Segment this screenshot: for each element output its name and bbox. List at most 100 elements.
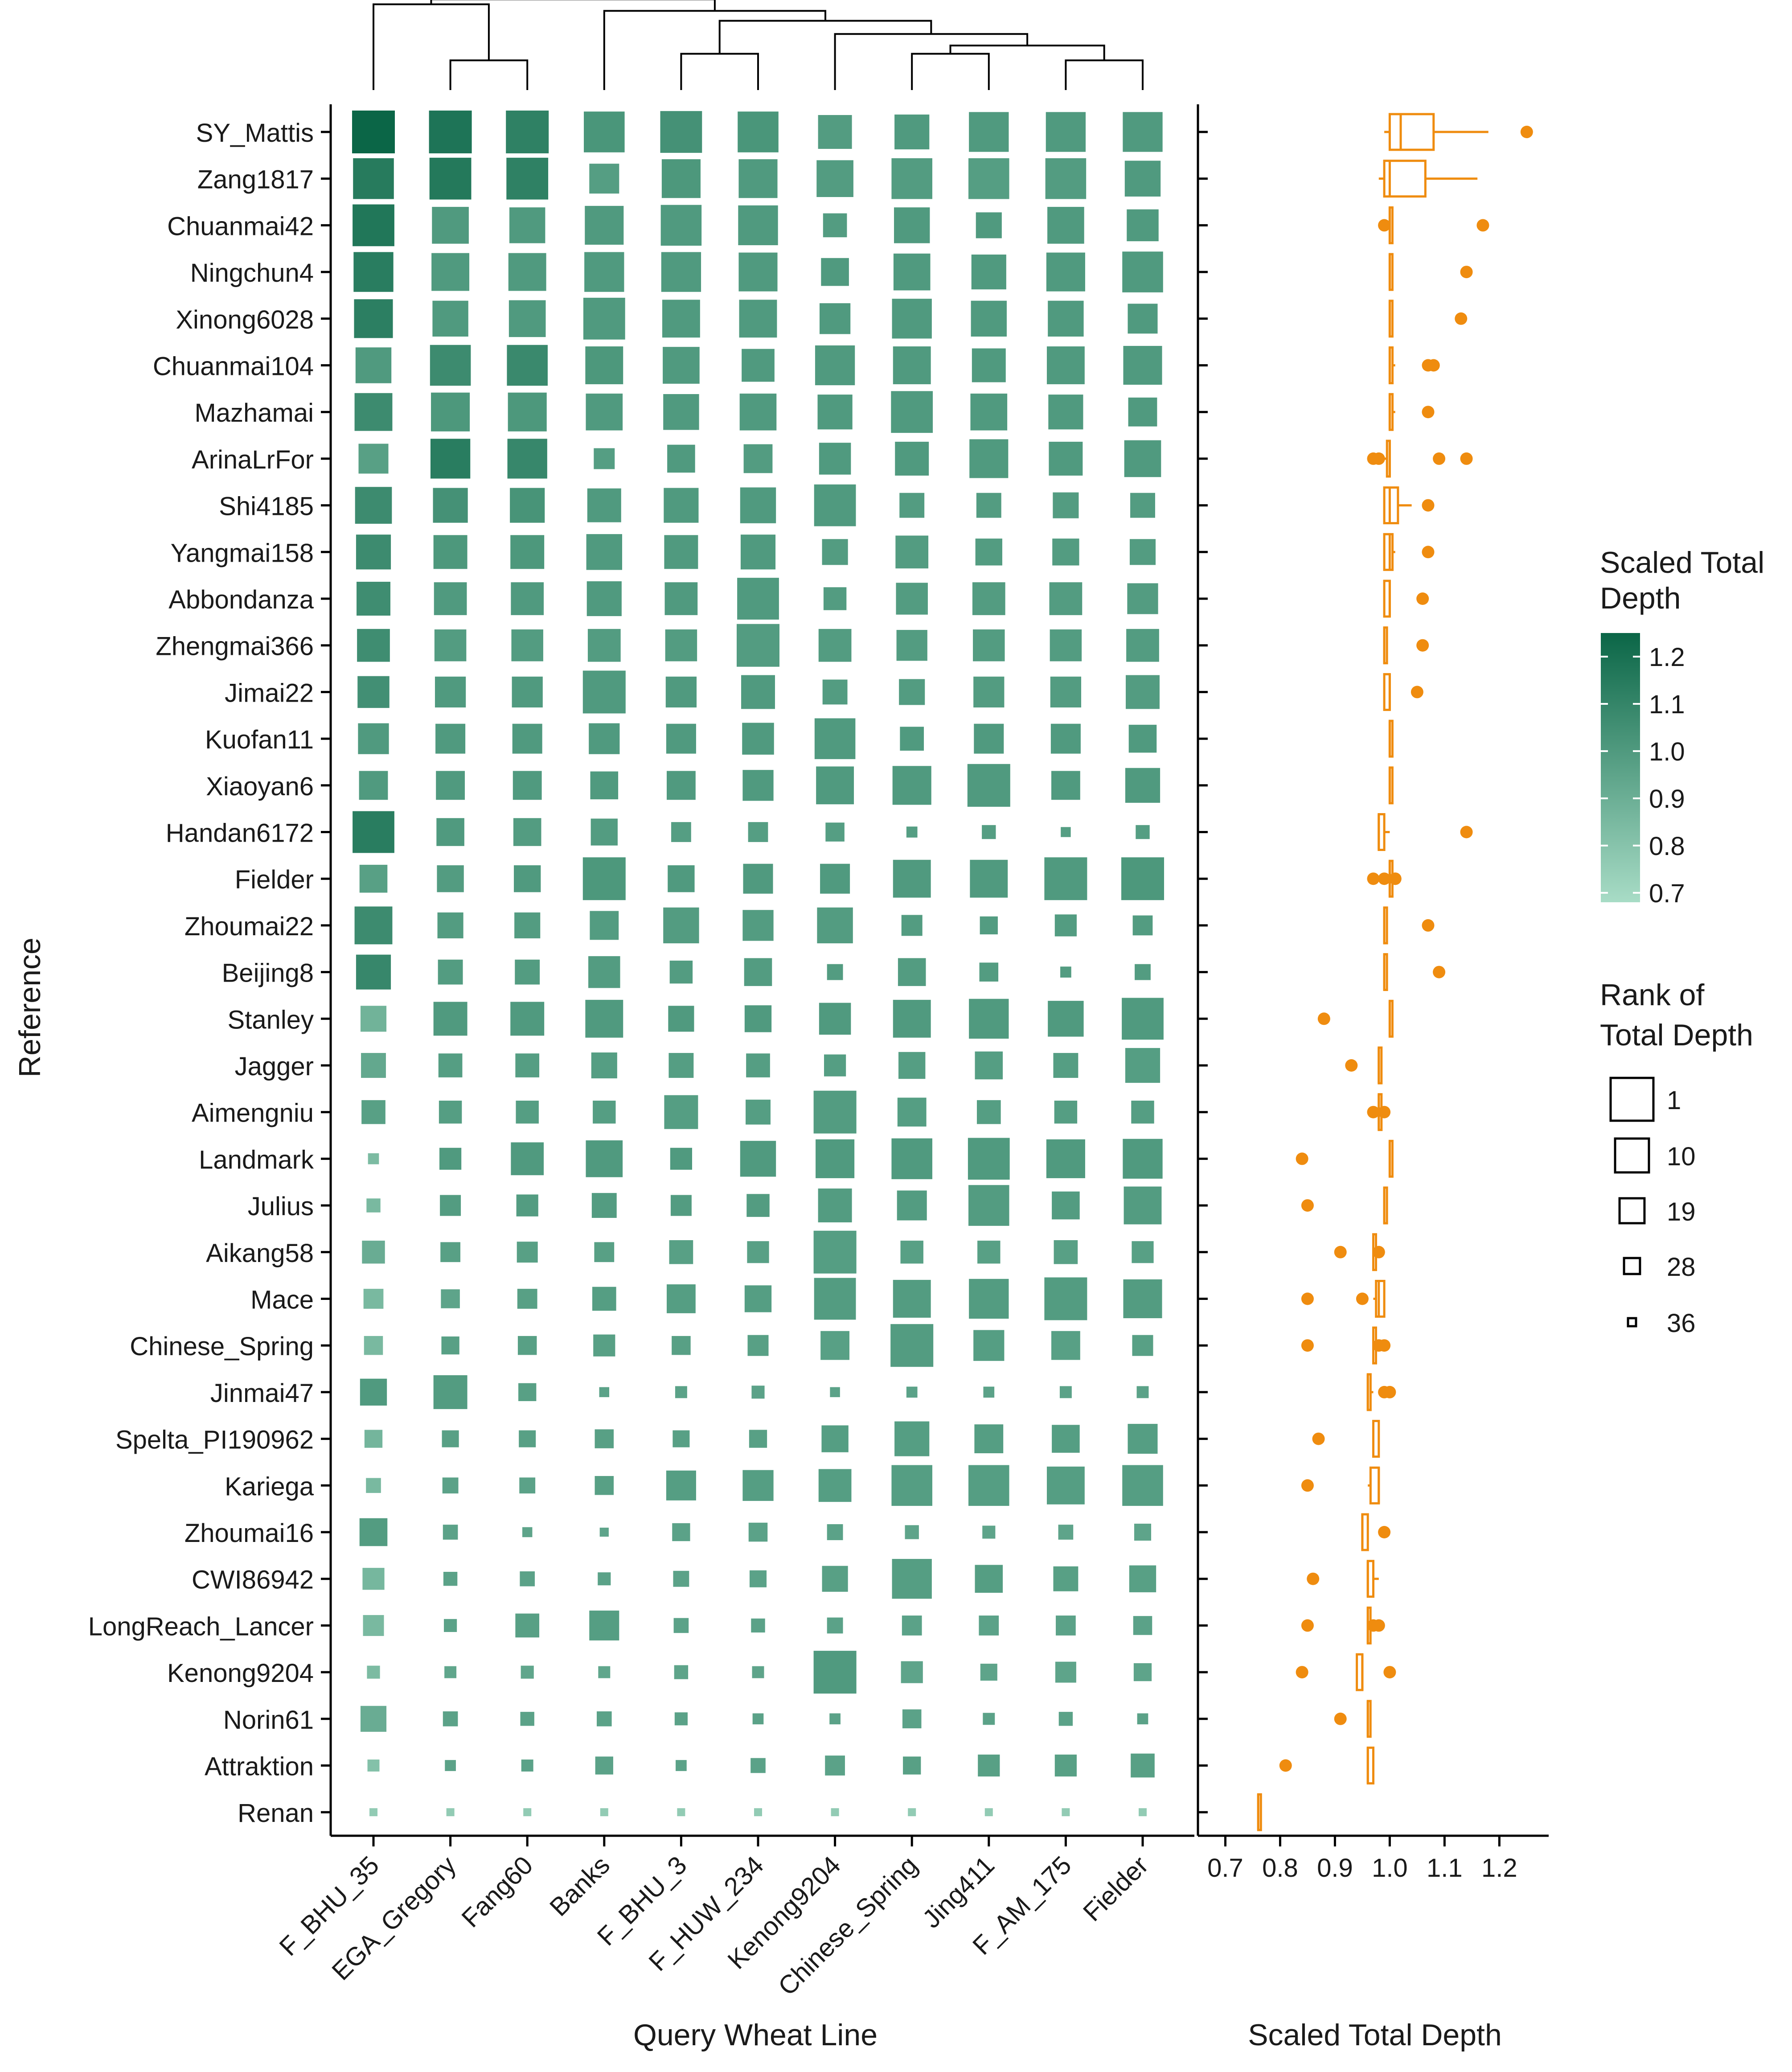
tile-Zhengmai366-F_BHU_35: [357, 629, 390, 662]
tile-Mazhamai-Fang60: [508, 392, 547, 432]
tile-Jagger-F_BHU_35: [361, 1053, 386, 1078]
tile-Norin61-Jing411: [983, 1713, 995, 1725]
tile-Landmark-Jing411: [968, 1138, 1010, 1180]
tile-Ningchun4-Kenong9204: [821, 258, 849, 286]
tile-Landmark-Kenong9204: [816, 1139, 855, 1178]
y-tick-label: Zhoumai22: [185, 912, 314, 941]
tile-Zang1817-Kenong9204: [816, 160, 853, 197]
tile-Jagger-Jing411: [975, 1051, 1003, 1080]
size-legend-square: [1623, 1257, 1641, 1275]
box-outlier: [1334, 1712, 1347, 1725]
tile-Kenong9204-F_BHU_3: [674, 1665, 689, 1679]
tile-Kuofan11-F_HUW_234: [742, 723, 774, 755]
tile-Stanley-F_HUW_234: [744, 1005, 772, 1032]
box-outlier: [1372, 452, 1385, 465]
color-legend-label: 1.1: [1649, 690, 1685, 719]
tile-Zhengmai366-Chinese_Spring: [896, 630, 927, 661]
tile-ArinaLrFor-Fang60: [507, 439, 547, 479]
tile-Xinong6028-F_BHU_35: [354, 299, 393, 338]
tile-Xiaoyan6-Fielder: [1125, 768, 1160, 803]
dendrogram-root: [430, 0, 716, 11]
tile-Zang1817-Chinese_Spring: [891, 158, 932, 199]
tile-Aikang58-Fielder: [1132, 1241, 1154, 1263]
tile-CWI86942-EGA_Gregory: [443, 1572, 458, 1586]
tile-Mace-EGA_Gregory: [441, 1289, 460, 1308]
tile-Shi4185-Fang60: [510, 488, 545, 523]
color-legend-label: 0.7: [1649, 879, 1685, 908]
tile-Zhengmai366-Fielder: [1126, 629, 1159, 662]
box-outlier: [1378, 1339, 1391, 1352]
y-tick-label: Stanley: [228, 1005, 314, 1034]
tile-Julius-Fielder: [1124, 1186, 1162, 1225]
tile-Renan-Chinese_Spring: [908, 1808, 916, 1817]
tile-Spelta_PI190962-F_AM_175: [1052, 1425, 1080, 1453]
tile-SY_Mattis-F_HUW_234: [738, 111, 779, 152]
box-outlier: [1307, 1572, 1320, 1585]
tile-Abbondanza-Fang60: [511, 582, 544, 615]
tile-ArinaLrFor-Chinese_Spring: [895, 441, 929, 476]
tile-Chuanmai42-F_HUW_234: [738, 205, 778, 246]
tile-Norin61-Banks: [597, 1711, 612, 1727]
tile-Zhengmai366-F_BHU_3: [665, 629, 697, 662]
tile-Kariega-F_BHU_35: [366, 1478, 381, 1493]
tile-Jagger-EGA_Gregory: [438, 1053, 463, 1077]
size-legend-label: 19: [1667, 1197, 1696, 1226]
tile-Aikang58-Fang60: [517, 1242, 538, 1263]
box-outlier: [1334, 1246, 1347, 1258]
tile-LongReach_Lancer-F_BHU_3: [673, 1618, 689, 1633]
tile-Jinmai47-Kenong9204: [830, 1387, 840, 1398]
color-legend-bar: [1601, 633, 1640, 902]
tile-ArinaLrFor-F_HUW_234: [743, 444, 773, 473]
box-x-tick-label: 0.7: [1207, 1854, 1243, 1883]
tile-Jimai22-Jing411: [973, 676, 1005, 708]
tile-Jinmai47-Fang60: [518, 1383, 537, 1402]
tile-Xiaoyan6-Chinese_Spring: [892, 766, 931, 805]
box-x-tick-label: 1.2: [1481, 1854, 1517, 1883]
tile-CWI86942-F_BHU_35: [362, 1568, 385, 1590]
tile-Zhoumai16-F_BHU_35: [359, 1518, 388, 1546]
tile-Mace-F_AM_175: [1044, 1277, 1087, 1320]
y-tick-label: Landmark: [199, 1145, 314, 1174]
tile-Zhoumai22-Kenong9204: [817, 907, 853, 944]
tile-Norin61-F_BHU_3: [674, 1712, 688, 1726]
tile-Mazhamai-Jing411: [970, 393, 1008, 431]
y-tick-label: Abbondanza: [168, 585, 314, 614]
tile-Abbondanza-F_BHU_3: [664, 582, 698, 615]
tile-Renan-Fielder: [1139, 1808, 1147, 1817]
box-x-tick-label: 1.1: [1427, 1854, 1463, 1883]
tile-Abbondanza-F_AM_175: [1049, 582, 1083, 615]
tile-SY_Mattis-Banks: [584, 111, 625, 152]
tile-Chinese_Spring-Banks: [593, 1334, 615, 1357]
y-tick-label: Yangmai158: [171, 539, 314, 567]
tile-Kariega-Banks: [595, 1476, 614, 1495]
tile-Landmark-Banks: [586, 1140, 623, 1177]
tile-Kenong9204-F_BHU_35: [367, 1665, 380, 1679]
tile-Zang1817-EGA_Gregory: [429, 157, 472, 200]
tile-Mace-Chinese_Spring: [893, 1280, 931, 1318]
tile-Zhoumai16-Fang60: [522, 1527, 533, 1538]
tile-Chuanmai104-EGA_Gregory: [430, 345, 471, 386]
box-outlier: [1301, 1619, 1314, 1632]
tile-Landmark-Fang60: [511, 1142, 544, 1176]
tile-Chuanmai42-Chinese_Spring: [894, 207, 930, 243]
tile-Mazhamai-F_BHU_35: [354, 393, 393, 431]
tile-Attraktion-EGA_Gregory: [445, 1760, 456, 1771]
tile-SY_Mattis-Fielder: [1123, 112, 1163, 152]
tile-Xiaoyan6-Kenong9204: [816, 766, 854, 805]
box-outlier: [1383, 1666, 1396, 1679]
tile-CWI86942-F_HUW_234: [749, 1570, 767, 1587]
tile-Chuanmai104-F_AM_175: [1046, 346, 1085, 384]
tile-Chuanmai42-F_BHU_3: [660, 205, 702, 246]
tile-Zhoumai16-Chinese_Spring: [905, 1525, 919, 1539]
y-tick-label: Ningchun4: [190, 259, 314, 288]
tile-Jagger-Fang60: [515, 1053, 540, 1077]
tile-Stanley-Jing411: [969, 999, 1009, 1039]
tile-Landmark-Fielder: [1123, 1139, 1163, 1179]
tile-Ningchun4-Jing411: [971, 255, 1006, 290]
tile-Renan-F_AM_175: [1062, 1808, 1070, 1817]
tile-Jinmai47-Jing411: [983, 1386, 995, 1398]
tile-Beijing8-Jing411: [979, 962, 999, 982]
tile-Chinese_Spring-Fang60: [517, 1336, 537, 1355]
tile-Ningchun4-EGA_Gregory: [431, 253, 470, 291]
tile-Handan6172-F_BHU_3: [671, 822, 691, 842]
